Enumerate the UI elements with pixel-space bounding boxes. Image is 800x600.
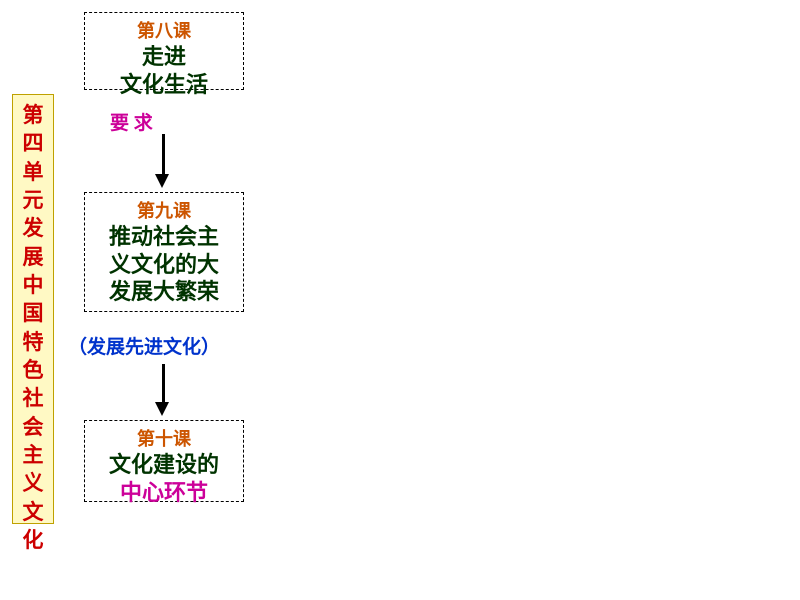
arrow-shaft — [162, 364, 165, 402]
lesson-box-n8: 第八课走进文化生活 — [84, 12, 244, 90]
unit-box: 第四单元 发展中国特色社会主义文化 — [12, 94, 54, 524]
lesson-line: 文化建设的 — [91, 451, 237, 479]
unit-title-char: 元 — [15, 186, 51, 214]
lesson-box-n10: 第十课文化建设的中心环节 — [84, 420, 244, 502]
unit-title-char: 社 — [15, 384, 51, 412]
arrow-head-icon — [155, 402, 169, 416]
arrow-head-icon — [155, 174, 169, 188]
lesson-line: 文化生活 — [91, 71, 237, 99]
lesson-line: 推动社会主 — [91, 223, 237, 251]
unit-title-char: 色 — [15, 356, 51, 384]
lesson-header: 第八课 — [91, 17, 237, 43]
unit-title-char: 国 — [15, 299, 51, 327]
unit-title-char: 化 — [15, 526, 51, 554]
unit-title-char: 发 — [15, 214, 51, 242]
edge-label: （发展先进文化） — [68, 332, 220, 359]
lesson-header: 第九课 — [91, 197, 237, 223]
unit-title-char: 会 — [15, 413, 51, 441]
unit-title-char: 单 — [15, 158, 51, 186]
unit-title-char: 展 — [15, 243, 51, 271]
unit-title-char: 义 — [15, 469, 51, 497]
edge-label: 要 求 — [110, 108, 153, 135]
lesson-header: 第十课 — [91, 425, 237, 451]
lesson-line: 发展大繁荣 — [91, 278, 237, 306]
lesson-line: 中心环节 — [91, 479, 237, 507]
unit-title-char: 文 — [15, 498, 51, 526]
unit-title-char: 第 — [15, 101, 51, 129]
lesson-line: 义文化的大 — [91, 251, 237, 279]
lesson-box-n9: 第九课推动社会主义文化的大发展大繁荣 — [84, 192, 244, 312]
unit-title-char: 四 — [15, 129, 51, 157]
lesson-line: 走进 — [91, 43, 237, 71]
unit-title-char: 中 — [15, 271, 51, 299]
arrow-shaft — [162, 134, 165, 174]
unit-title-char: 特 — [15, 328, 51, 356]
unit-title-char: 主 — [15, 441, 51, 469]
